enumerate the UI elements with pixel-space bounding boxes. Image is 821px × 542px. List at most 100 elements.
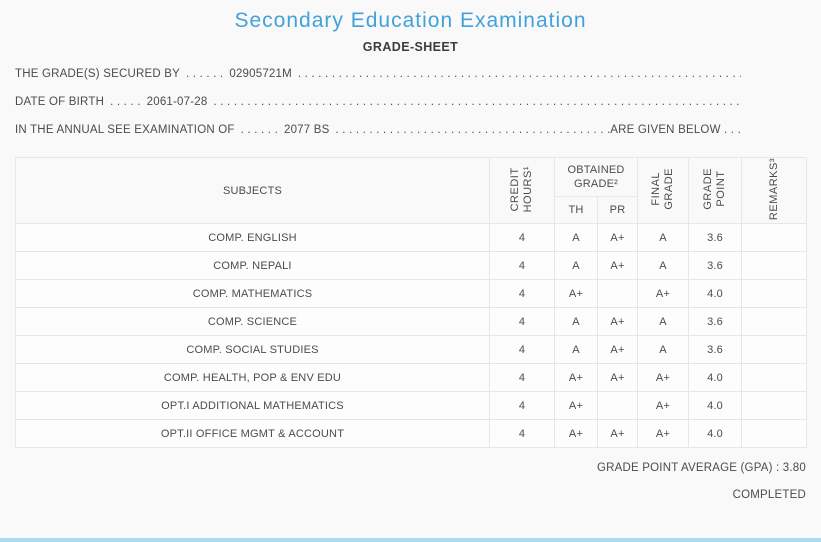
column-header-final-grade: FINAL GRADE <box>637 156 690 225</box>
dot-leader: . . . . . . . . . . . . . . . . . . . . … <box>213 96 741 108</box>
grades-table: SUBJECTS CREDIT HOURS¹ OBTAINED GRADE² F… <box>15 156 808 449</box>
statement-grades-secured-by: THE GRADE(S) SECURED BY . . . . . . 0290… <box>15 60 741 88</box>
subject-cell: COMP. MATHEMATICS <box>15 279 490 309</box>
final-grade-cell: A+ <box>637 419 690 449</box>
column-header-th: TH <box>554 196 598 225</box>
page-title: Secondary Education Examination <box>234 9 587 32</box>
grade-point-cell: 4.0 <box>688 419 743 449</box>
column-header-credit-hours: CREDIT HOURS¹ <box>489 156 555 225</box>
credit-hours-cell: 4 <box>489 363 555 393</box>
subject-cell: COMP. SOCIAL STUDIES <box>15 335 490 365</box>
remarks-cell <box>741 391 808 421</box>
pr-grade-cell: A+ <box>596 251 639 281</box>
final-grade-cell: A+ <box>637 279 690 309</box>
obtained-grade-label: OBTAINED GRADE² <box>567 164 625 191</box>
grade-point-cell: 3.6 <box>688 251 743 281</box>
th-grade-cell: A <box>554 307 598 337</box>
table-row: COMP. SCIENCE 4 A A+ A 3.6 <box>15 307 808 337</box>
grade-point-cell: 4.0 <box>688 279 743 309</box>
statement-date-of-birth: DATE OF BIRTH . . . . . 2061-07-28 . . .… <box>15 88 741 116</box>
grade-point-cell: 4.0 <box>688 391 743 421</box>
remarks-cell <box>741 335 808 365</box>
dot-leader: . . . . . <box>110 96 141 108</box>
gradesheet-subtitle: GRADE-SHEET <box>362 40 459 54</box>
pr-grade-cell: A+ <box>596 223 639 253</box>
pr-grade-cell: A+ <box>596 307 639 337</box>
final-grade-cell: A <box>637 223 690 253</box>
column-header-obtained-grade: OBTAINED GRADE² <box>553 156 639 198</box>
statement-examination-year: IN THE ANNUAL SEE EXAMINATION OF . . . .… <box>15 116 741 144</box>
subject-cell: OPT.II OFFICE MGMT & ACCOUNT <box>15 419 490 449</box>
remarks-cell <box>741 419 808 449</box>
pr-grade-cell: A+ <box>596 335 639 365</box>
final-grade-rotated-label: FINAL GRADE <box>650 168 676 210</box>
credit-hours-cell: 4 <box>489 419 555 449</box>
gpa-summary: GRADE POINT AVERAGE (GPA) : 3.80 <box>597 462 806 475</box>
subject-cell: COMP. ENGLISH <box>15 223 490 253</box>
student-info-statements: THE GRADE(S) SECURED BY . . . . . . 0290… <box>15 60 741 144</box>
table-row: COMP. NEPALI 4 A A+ A 3.6 <box>15 251 808 281</box>
credit-hours-rotated-label: CREDIT HOURS¹ <box>509 165 534 213</box>
grades-table-header: SUBJECTS CREDIT HOURS¹ OBTAINED GRADE² F… <box>15 156 808 225</box>
dot-leader: . . . . . . . . . . . . . . . . . . . . … <box>297 68 741 80</box>
column-header-remarks: REMARKS³ <box>741 156 808 225</box>
remarks-cell <box>741 279 808 309</box>
statement-label: DATE OF BIRTH <box>15 96 105 108</box>
credit-hours-cell: 4 <box>489 335 555 365</box>
credit-hours-cell: 4 <box>489 307 555 337</box>
th-grade-cell: A <box>554 335 598 365</box>
grades-table-body: COMP. ENGLISH 4 A A+ A 3.6 COMP. NEPALI … <box>15 223 808 449</box>
grade-point-rotated-label: GRADE POINT <box>702 168 728 210</box>
th-grade-cell: A+ <box>554 363 598 393</box>
pr-grade-cell <box>596 279 639 309</box>
subject-cell: COMP. HEALTH, POP & ENV EDU <box>15 363 490 393</box>
final-grade-cell: A <box>637 307 690 337</box>
examination-year-value: 2077 BS <box>283 124 330 136</box>
credit-hours-cell: 4 <box>489 251 555 281</box>
table-row: OPT.II OFFICE MGMT & ACCOUNT 4 A+ A+ A+ … <box>15 419 808 449</box>
remarks-cell <box>741 223 808 253</box>
th-grade-cell: A+ <box>554 279 598 309</box>
th-grade-cell: A+ <box>554 391 598 421</box>
dot-leader: . . . . . . <box>240 124 278 136</box>
column-header-grade-point: GRADE POINT <box>688 156 743 225</box>
remarks-cell <box>741 251 808 281</box>
statement-label: THE GRADE(S) SECURED BY <box>15 68 180 80</box>
subject-cell: COMP. SCIENCE <box>15 307 490 337</box>
pr-grade-cell <box>596 391 639 421</box>
grade-point-cell: 4.0 <box>688 363 743 393</box>
table-row: COMP. ENGLISH 4 A A+ A 3.6 <box>15 223 808 253</box>
credit-hours-cell: 4 <box>489 223 555 253</box>
remarks-rotated-label: REMARKS³ <box>767 158 780 221</box>
grade-point-cell: 3.6 <box>688 307 743 337</box>
bottom-accent-strip <box>0 538 821 542</box>
subject-cell: OPT.I ADDITIONAL MATHEMATICS <box>15 391 490 421</box>
final-grade-cell: A <box>637 251 690 281</box>
pr-grade-cell: A+ <box>596 363 639 393</box>
result-status: COMPLETED <box>732 489 806 502</box>
column-header-pr: PR <box>596 196 639 225</box>
credit-hours-cell: 4 <box>489 279 555 309</box>
grade-point-cell: 3.6 <box>688 223 743 253</box>
table-row: COMP. SOCIAL STUDIES 4 A A+ A 3.6 <box>15 335 808 365</box>
th-grade-cell: A+ <box>554 419 598 449</box>
final-grade-cell: A+ <box>637 363 690 393</box>
dot-leader: . . . . . . <box>185 68 224 80</box>
remarks-cell <box>741 307 808 337</box>
subject-cell: COMP. NEPALI <box>15 251 490 281</box>
credit-hours-cell: 4 <box>489 391 555 421</box>
statement-suffix: ARE GIVEN BELOW . . . <box>610 124 741 136</box>
th-grade-cell: A <box>554 223 598 253</box>
remarks-cell <box>741 363 808 393</box>
table-row: COMP. MATHEMATICS 4 A+ A+ 4.0 <box>15 279 808 309</box>
statement-label: IN THE ANNUAL SEE EXAMINATION OF <box>15 124 235 136</box>
date-of-birth-value: 2061-07-28 <box>146 96 208 108</box>
table-row: COMP. HEALTH, POP & ENV EDU 4 A+ A+ A+ 4… <box>15 363 808 393</box>
column-header-subjects: SUBJECTS <box>15 156 490 225</box>
pr-grade-cell: A+ <box>596 419 639 449</box>
dot-leader: . . . . . . . . . . . . . . . . . . . . … <box>335 124 611 136</box>
table-row: OPT.I ADDITIONAL MATHEMATICS 4 A+ A+ 4.0 <box>15 391 808 421</box>
final-grade-cell: A+ <box>637 391 690 421</box>
th-grade-cell: A <box>554 251 598 281</box>
